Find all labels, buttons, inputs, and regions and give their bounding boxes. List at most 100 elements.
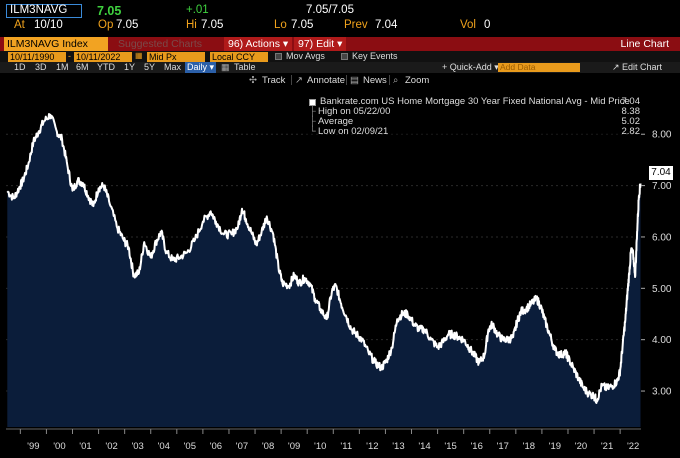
range-6m-button[interactable]: 6M	[76, 62, 89, 72]
x-tick-label: '08	[262, 441, 274, 452]
legend-bracket-icon: ├	[309, 106, 316, 117]
zoom-button[interactable]: Zoom	[405, 75, 430, 86]
tool-row: ✣ Track ↗ Annotate ▤ News ⌕ Zoom	[0, 73, 680, 87]
y-tick-label: 5.00	[652, 284, 672, 295]
quick-add-button[interactable]: + Quick-Add ▾	[442, 62, 499, 72]
table-grid-icon[interactable]: ▦	[221, 62, 230, 72]
legend-average-label: Average	[318, 116, 354, 127]
range-3d-button[interactable]: 3D	[35, 62, 47, 72]
legend-average-value: 5.02	[621, 116, 641, 127]
legend-high-label: High on 05/22/00	[318, 106, 391, 117]
x-tick-label: '18	[523, 441, 535, 452]
last-range: 7.05/7.05	[306, 4, 354, 16]
range-1y-button[interactable]: 1Y	[124, 62, 136, 72]
end-date-field[interactable]: 10/11/2022	[74, 52, 132, 62]
x-tick-label: '01	[79, 441, 91, 452]
index-label[interactable]: ILM3NAVG Index	[4, 37, 108, 51]
track-button[interactable]: Track	[262, 75, 286, 86]
frequency-select[interactable]: Daily ▾	[185, 62, 217, 73]
y-tick-label: 6.00	[652, 232, 672, 243]
legend-series-label: Bankrate.com US Home Mortgage 30 Year Fi…	[320, 96, 630, 107]
last-price: 7.05	[97, 4, 122, 18]
legend-bracket-icon: ├	[309, 116, 316, 127]
x-tick-label: '07	[236, 441, 248, 452]
edit-menu[interactable]: 97) Edit ▾	[294, 37, 347, 51]
x-tick-label: '10	[314, 441, 326, 452]
actions-menu[interactable]: 96) Actions ▾	[224, 37, 293, 51]
zoom-icon: ⌕	[393, 75, 399, 86]
chart-legend: Bankrate.com US Home Mortgage 30 Year Fi…	[303, 95, 640, 139]
view-name: Line Chart	[620, 38, 669, 50]
annotate-button[interactable]: Annotate	[307, 75, 346, 86]
high-label: Hi	[186, 19, 197, 31]
ticker-symbol: ILM3NAVG	[10, 4, 68, 16]
at-label: At	[14, 19, 25, 31]
mov-avgs-label: Mov Avgs	[286, 51, 325, 61]
edit-chart-button[interactable]: ↗ Edit Chart	[612, 62, 663, 72]
control-row: 10/11/1990 - 10/11/2022 ▦ Mid Px Local C…	[0, 51, 680, 62]
x-axis-ticks: '99 '00 '01 '02 '03 '04 '05 '06 '07 '08 '09 '10 '11 '…	[6, 428, 641, 452]
legend-low-label: Low on 02/09/21	[318, 126, 389, 137]
prev-value: 7.04	[375, 19, 398, 31]
range-max-button[interactable]: Max	[164, 62, 182, 72]
series-area	[7, 114, 641, 427]
y-tick-label: 7.00	[652, 181, 672, 192]
open-label: Op	[98, 19, 114, 31]
suggested-charts-label: Suggested Charts	[118, 38, 203, 50]
currency-select[interactable]: Local CCY	[210, 52, 268, 62]
x-tick-label: '16	[470, 441, 482, 452]
at-date: 10/10	[34, 19, 63, 31]
tool-divider	[346, 75, 347, 85]
calendar-icon[interactable]: ▦	[135, 51, 143, 60]
x-tick-label: '17	[497, 441, 509, 452]
x-tick-label: '04	[158, 441, 170, 452]
x-tick-label: '02	[105, 441, 117, 452]
y-tick-label: 4.00	[652, 335, 672, 346]
date-separator-icon: -	[68, 51, 71, 61]
start-date-field[interactable]: 10/11/1990	[8, 52, 66, 62]
x-tick-label: '03	[131, 441, 143, 452]
range-1d-button[interactable]: 1D	[14, 62, 26, 72]
x-tick-label: '20	[575, 441, 587, 452]
x-tick-label: '11	[340, 441, 352, 452]
net-change: +.01	[186, 4, 209, 16]
mov-avgs-checkbox[interactable]	[275, 53, 282, 60]
tool-divider	[291, 75, 292, 85]
x-tick-label: '22	[627, 441, 639, 452]
annotate-icon: ↗	[295, 75, 303, 86]
quote-bar: ILM3NAVG 7.05 +.01 7.05/7.05 At 10/10 Op…	[0, 0, 680, 37]
key-events-checkbox[interactable]	[341, 53, 348, 60]
y-tick-label: 8.00	[652, 130, 672, 141]
x-tick-label: '12	[366, 441, 378, 452]
range-1m-button[interactable]: 1M	[56, 62, 69, 72]
legend-bracket-icon: └	[309, 126, 316, 137]
news-button[interactable]: News	[363, 75, 387, 86]
range-ytd-button[interactable]: YTD	[97, 62, 115, 72]
title-bar: ILM3NAVG Index Suggested Charts 96) Acti…	[0, 37, 680, 51]
vol-label: Vol	[460, 19, 476, 31]
ticker-box[interactable]	[6, 4, 82, 18]
x-tick-label: '14	[418, 441, 430, 452]
x-tick-label: '99	[27, 441, 39, 452]
range-5y-button[interactable]: 5Y	[144, 62, 156, 72]
tool-divider	[389, 75, 390, 85]
x-tick-label: '19	[549, 441, 561, 452]
series-swatch-icon[interactable]	[309, 99, 316, 106]
x-tick-label: '21	[601, 441, 613, 452]
open-value: 7.05	[116, 19, 139, 31]
x-tick-label: '13	[392, 441, 404, 452]
low-label: Lo	[274, 19, 287, 31]
x-tick-label: '15	[444, 441, 456, 452]
table-button[interactable]: Table	[234, 62, 256, 72]
news-icon: ▤	[350, 75, 359, 86]
y-axis-ticks: 3.00 4.00 5.00 6.00 7.00 8.00	[641, 130, 672, 398]
x-tick-label: '09	[288, 441, 300, 452]
track-icon: ✣	[249, 75, 257, 86]
price-field-select[interactable]: Mid Px	[147, 52, 205, 62]
add-data-input[interactable]: Add Data	[498, 63, 580, 72]
key-events-label: Key Events	[352, 51, 398, 61]
legend-series-value: 7.04	[621, 96, 641, 107]
x-tick-label: '05	[184, 441, 196, 452]
prev-label: Prev	[344, 19, 368, 31]
